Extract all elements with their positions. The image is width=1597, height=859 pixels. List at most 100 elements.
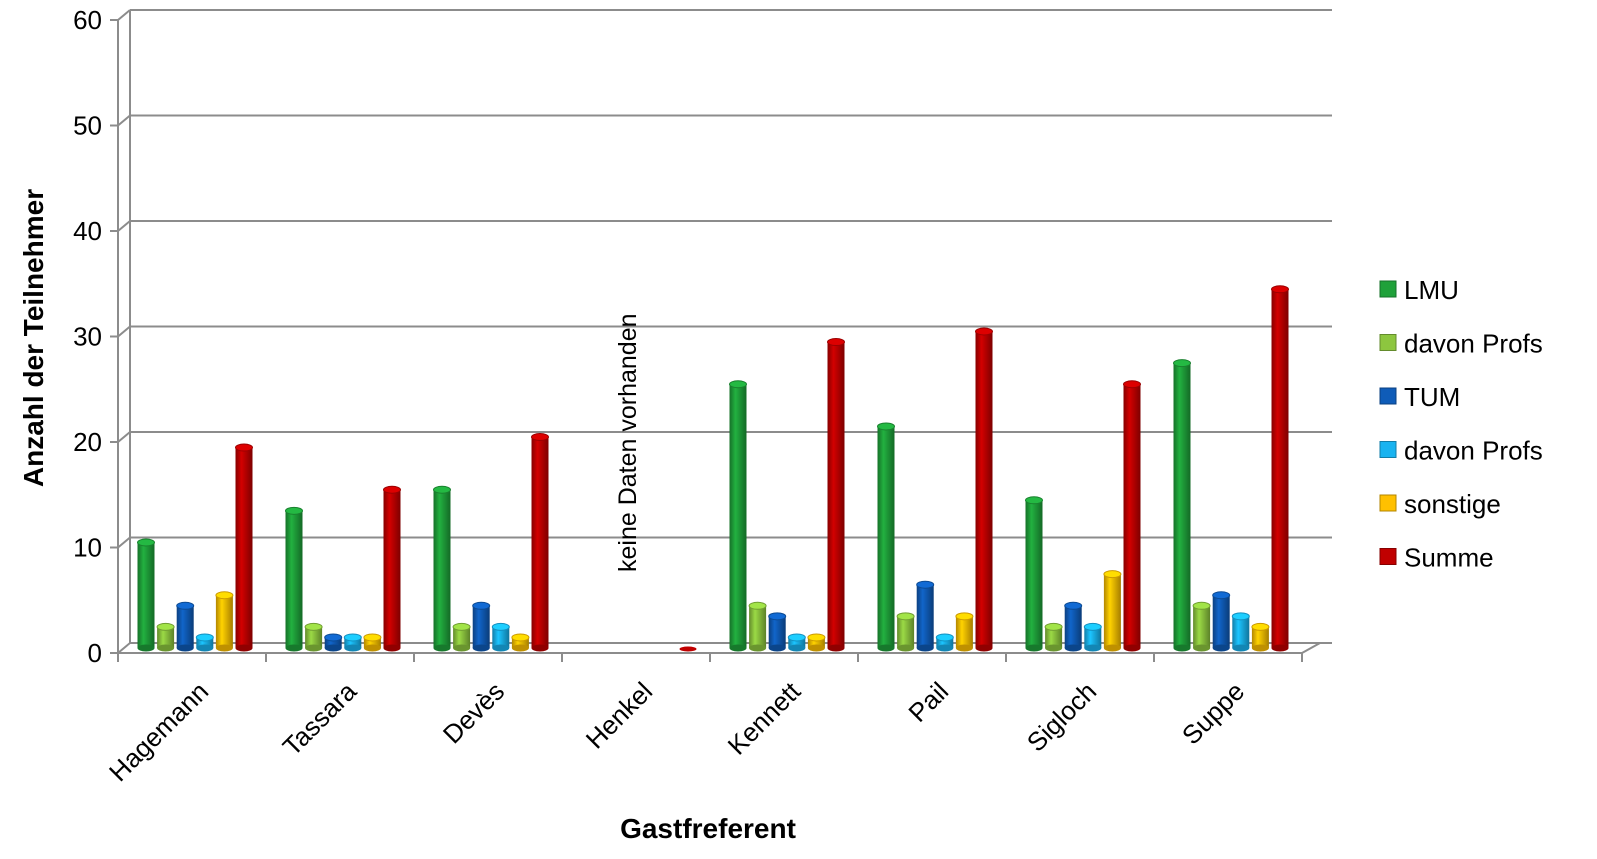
bar-base bbox=[1025, 644, 1043, 652]
bar-body bbox=[916, 584, 934, 648]
bar bbox=[955, 612, 974, 652]
y-tick-label: 10 bbox=[73, 533, 102, 563]
bar-top bbox=[511, 633, 530, 642]
x-tick-label: Hagemann bbox=[103, 676, 214, 787]
bar-top bbox=[1103, 570, 1122, 579]
bar-top bbox=[137, 538, 155, 547]
bar-body bbox=[285, 510, 303, 648]
bar bbox=[1103, 570, 1122, 652]
bar bbox=[877, 422, 895, 652]
x-tick-label: Pail bbox=[902, 676, 954, 728]
bar-body bbox=[235, 447, 253, 648]
bar-top bbox=[215, 591, 234, 600]
bar bbox=[433, 485, 451, 652]
bar-base bbox=[1193, 644, 1211, 652]
bar-base bbox=[196, 644, 214, 652]
y-tick-label: 30 bbox=[73, 322, 102, 352]
bar bbox=[975, 327, 993, 652]
bar-top bbox=[1192, 601, 1211, 610]
gridline-depth bbox=[117, 642, 131, 654]
bar-base bbox=[137, 644, 155, 652]
bar bbox=[324, 633, 343, 652]
bar bbox=[1083, 622, 1102, 652]
bar bbox=[1231, 612, 1250, 652]
legend-swatch bbox=[1379, 387, 1397, 405]
bar-base bbox=[788, 644, 806, 652]
legend-label: davon Profs bbox=[1404, 436, 1543, 466]
bar-top bbox=[383, 485, 401, 494]
bar-top bbox=[1025, 496, 1043, 505]
bar-base bbox=[531, 644, 549, 652]
bar bbox=[679, 646, 697, 652]
bar-body bbox=[1064, 605, 1082, 648]
gridline-depth bbox=[117, 9, 131, 21]
bar-base bbox=[1212, 644, 1230, 652]
bar-body bbox=[936, 637, 954, 648]
floor-edge bbox=[1301, 642, 1321, 654]
bar-body bbox=[1045, 626, 1063, 648]
bar-top bbox=[787, 633, 806, 642]
bar-top bbox=[452, 622, 471, 631]
bar-base bbox=[157, 644, 175, 652]
bar-body bbox=[955, 616, 973, 648]
bar-base bbox=[1064, 644, 1082, 652]
bar-top bbox=[1231, 612, 1250, 621]
bar-base bbox=[1271, 644, 1289, 652]
legend-label: LMU bbox=[1404, 275, 1459, 305]
bar-top bbox=[807, 633, 826, 642]
bar-top bbox=[433, 485, 451, 494]
legend: LMU davon Profs TUM davon Profs sonstige Summ… bbox=[1379, 275, 1543, 573]
x-tick-label: Tassara bbox=[277, 676, 363, 762]
bar-top bbox=[343, 633, 362, 642]
bar-top bbox=[472, 601, 491, 610]
bar-body bbox=[344, 637, 362, 648]
bar bbox=[1173, 359, 1191, 652]
bar bbox=[304, 622, 323, 652]
legend-swatch bbox=[1379, 334, 1397, 351]
bar-base bbox=[729, 644, 747, 652]
bar-body bbox=[1212, 595, 1230, 648]
legend-label: TUM bbox=[1404, 382, 1460, 412]
bar bbox=[768, 612, 787, 652]
bar-base bbox=[916, 644, 934, 652]
gridline-depth bbox=[117, 431, 131, 443]
bar-base bbox=[305, 644, 323, 652]
bar-top bbox=[324, 633, 343, 642]
bar-body bbox=[363, 637, 381, 648]
gridline-depth bbox=[117, 220, 131, 232]
bar bbox=[176, 601, 195, 652]
bar bbox=[729, 380, 747, 652]
bar-top bbox=[896, 612, 915, 621]
bar-base bbox=[1045, 644, 1063, 652]
bar-base bbox=[955, 644, 973, 652]
bar bbox=[472, 601, 491, 652]
bar-top bbox=[748, 601, 767, 610]
bar bbox=[787, 633, 806, 652]
bar bbox=[137, 538, 155, 652]
legend-label: sonstige bbox=[1404, 489, 1501, 519]
bar bbox=[1251, 622, 1270, 652]
bar bbox=[531, 433, 549, 652]
bar-base bbox=[807, 644, 825, 652]
bar-body bbox=[215, 595, 233, 648]
bar bbox=[748, 601, 767, 652]
bar-body bbox=[827, 342, 845, 648]
bar bbox=[156, 622, 175, 652]
bar bbox=[1123, 380, 1141, 652]
bar-top bbox=[1251, 622, 1270, 631]
bar bbox=[491, 622, 510, 652]
x-axis-title: Gastfreferent bbox=[620, 813, 796, 844]
y-tick-label: 60 bbox=[73, 5, 102, 35]
bar-base bbox=[1084, 644, 1102, 652]
bar-body bbox=[1232, 616, 1250, 648]
bar-top bbox=[1064, 601, 1083, 610]
bar-body bbox=[137, 542, 155, 648]
bar-base bbox=[1103, 644, 1121, 652]
bar-base bbox=[363, 644, 381, 652]
bar-body bbox=[472, 605, 490, 648]
bar-base bbox=[749, 644, 767, 652]
bar-top bbox=[877, 422, 895, 431]
bar-top bbox=[975, 327, 993, 336]
bar-top bbox=[1173, 359, 1191, 368]
